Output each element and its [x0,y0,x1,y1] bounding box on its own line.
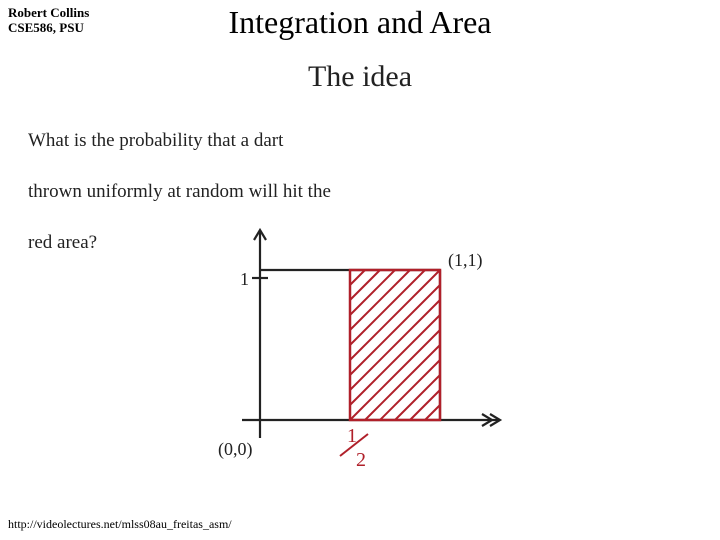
hatch-line [425,405,440,420]
hatch-line [350,285,440,375]
hatch-line [350,270,380,300]
question-line-1: What is the probability that a dart [28,128,688,154]
label-one-y: 1 [240,269,249,289]
hatch-line [350,270,410,330]
integration-diagram: 1(1,1)(0,0)12 [170,200,550,500]
idea-heading: The idea [0,60,720,94]
hatch-line [350,270,365,285]
page-title: Integration and Area [0,4,720,41]
hatch-line [350,270,425,345]
hatch-line [350,300,440,390]
hatch-line [350,315,440,405]
label-origin: (0,0) [218,439,253,460]
hatch-line [380,360,440,420]
hatch-line [365,345,440,420]
hatch-line [350,330,440,420]
hatch-line [410,390,440,420]
footer-url: http://videolectures.net/mlss08au_freita… [8,517,232,532]
label-one-one: (1,1) [448,250,483,271]
hatch-line [350,270,440,360]
label-half-den: 2 [356,449,366,471]
